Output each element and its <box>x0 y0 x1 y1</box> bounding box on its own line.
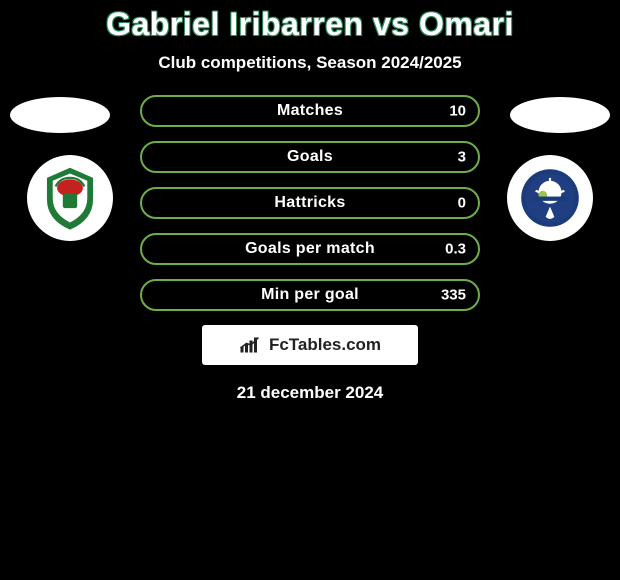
stat-right-value: 0.3 <box>445 241 466 258</box>
player-left-photo <box>10 97 110 133</box>
stat-label: Min per goal <box>261 286 359 304</box>
brand-chart-icon <box>239 335 263 355</box>
stat-row-goals-per-match: Goals per match 0.3 <box>140 233 480 265</box>
stat-label: Matches <box>277 102 343 120</box>
club-crest-right-icon <box>514 162 586 234</box>
stat-row-min-per-goal: Min per goal 335 <box>140 279 480 311</box>
subtitle: Club competitions, Season 2024/2025 <box>0 53 620 73</box>
stat-label: Goals per match <box>245 240 375 258</box>
stat-right-value: 335 <box>441 287 466 304</box>
stat-right-value: 3 <box>458 149 466 166</box>
date-caption: 21 december 2024 <box>0 383 620 403</box>
brand-badge: FcTables.com <box>202 325 418 365</box>
stat-label: Goals <box>287 148 333 166</box>
club-crest-left-icon <box>34 162 106 234</box>
brand-text: FcTables.com <box>269 335 381 355</box>
club-crest-right <box>507 155 593 241</box>
club-crest-left <box>27 155 113 241</box>
stat-row-goals: Goals 3 <box>140 141 480 173</box>
stats-rows: Matches 10 Goals 3 Hattricks 0 Goals per… <box>140 95 480 311</box>
stat-right-value: 10 <box>449 103 466 120</box>
stat-right-value: 0 <box>458 195 466 212</box>
stat-row-matches: Matches 10 <box>140 95 480 127</box>
stat-row-hattricks: Hattricks 0 <box>140 187 480 219</box>
stat-label: Hattricks <box>274 194 345 212</box>
page-title: Gabriel Iribarren vs Omari <box>0 0 620 43</box>
comparison-stage: Matches 10 Goals 3 Hattricks 0 Goals per… <box>0 95 620 403</box>
player-right-photo <box>510 97 610 133</box>
